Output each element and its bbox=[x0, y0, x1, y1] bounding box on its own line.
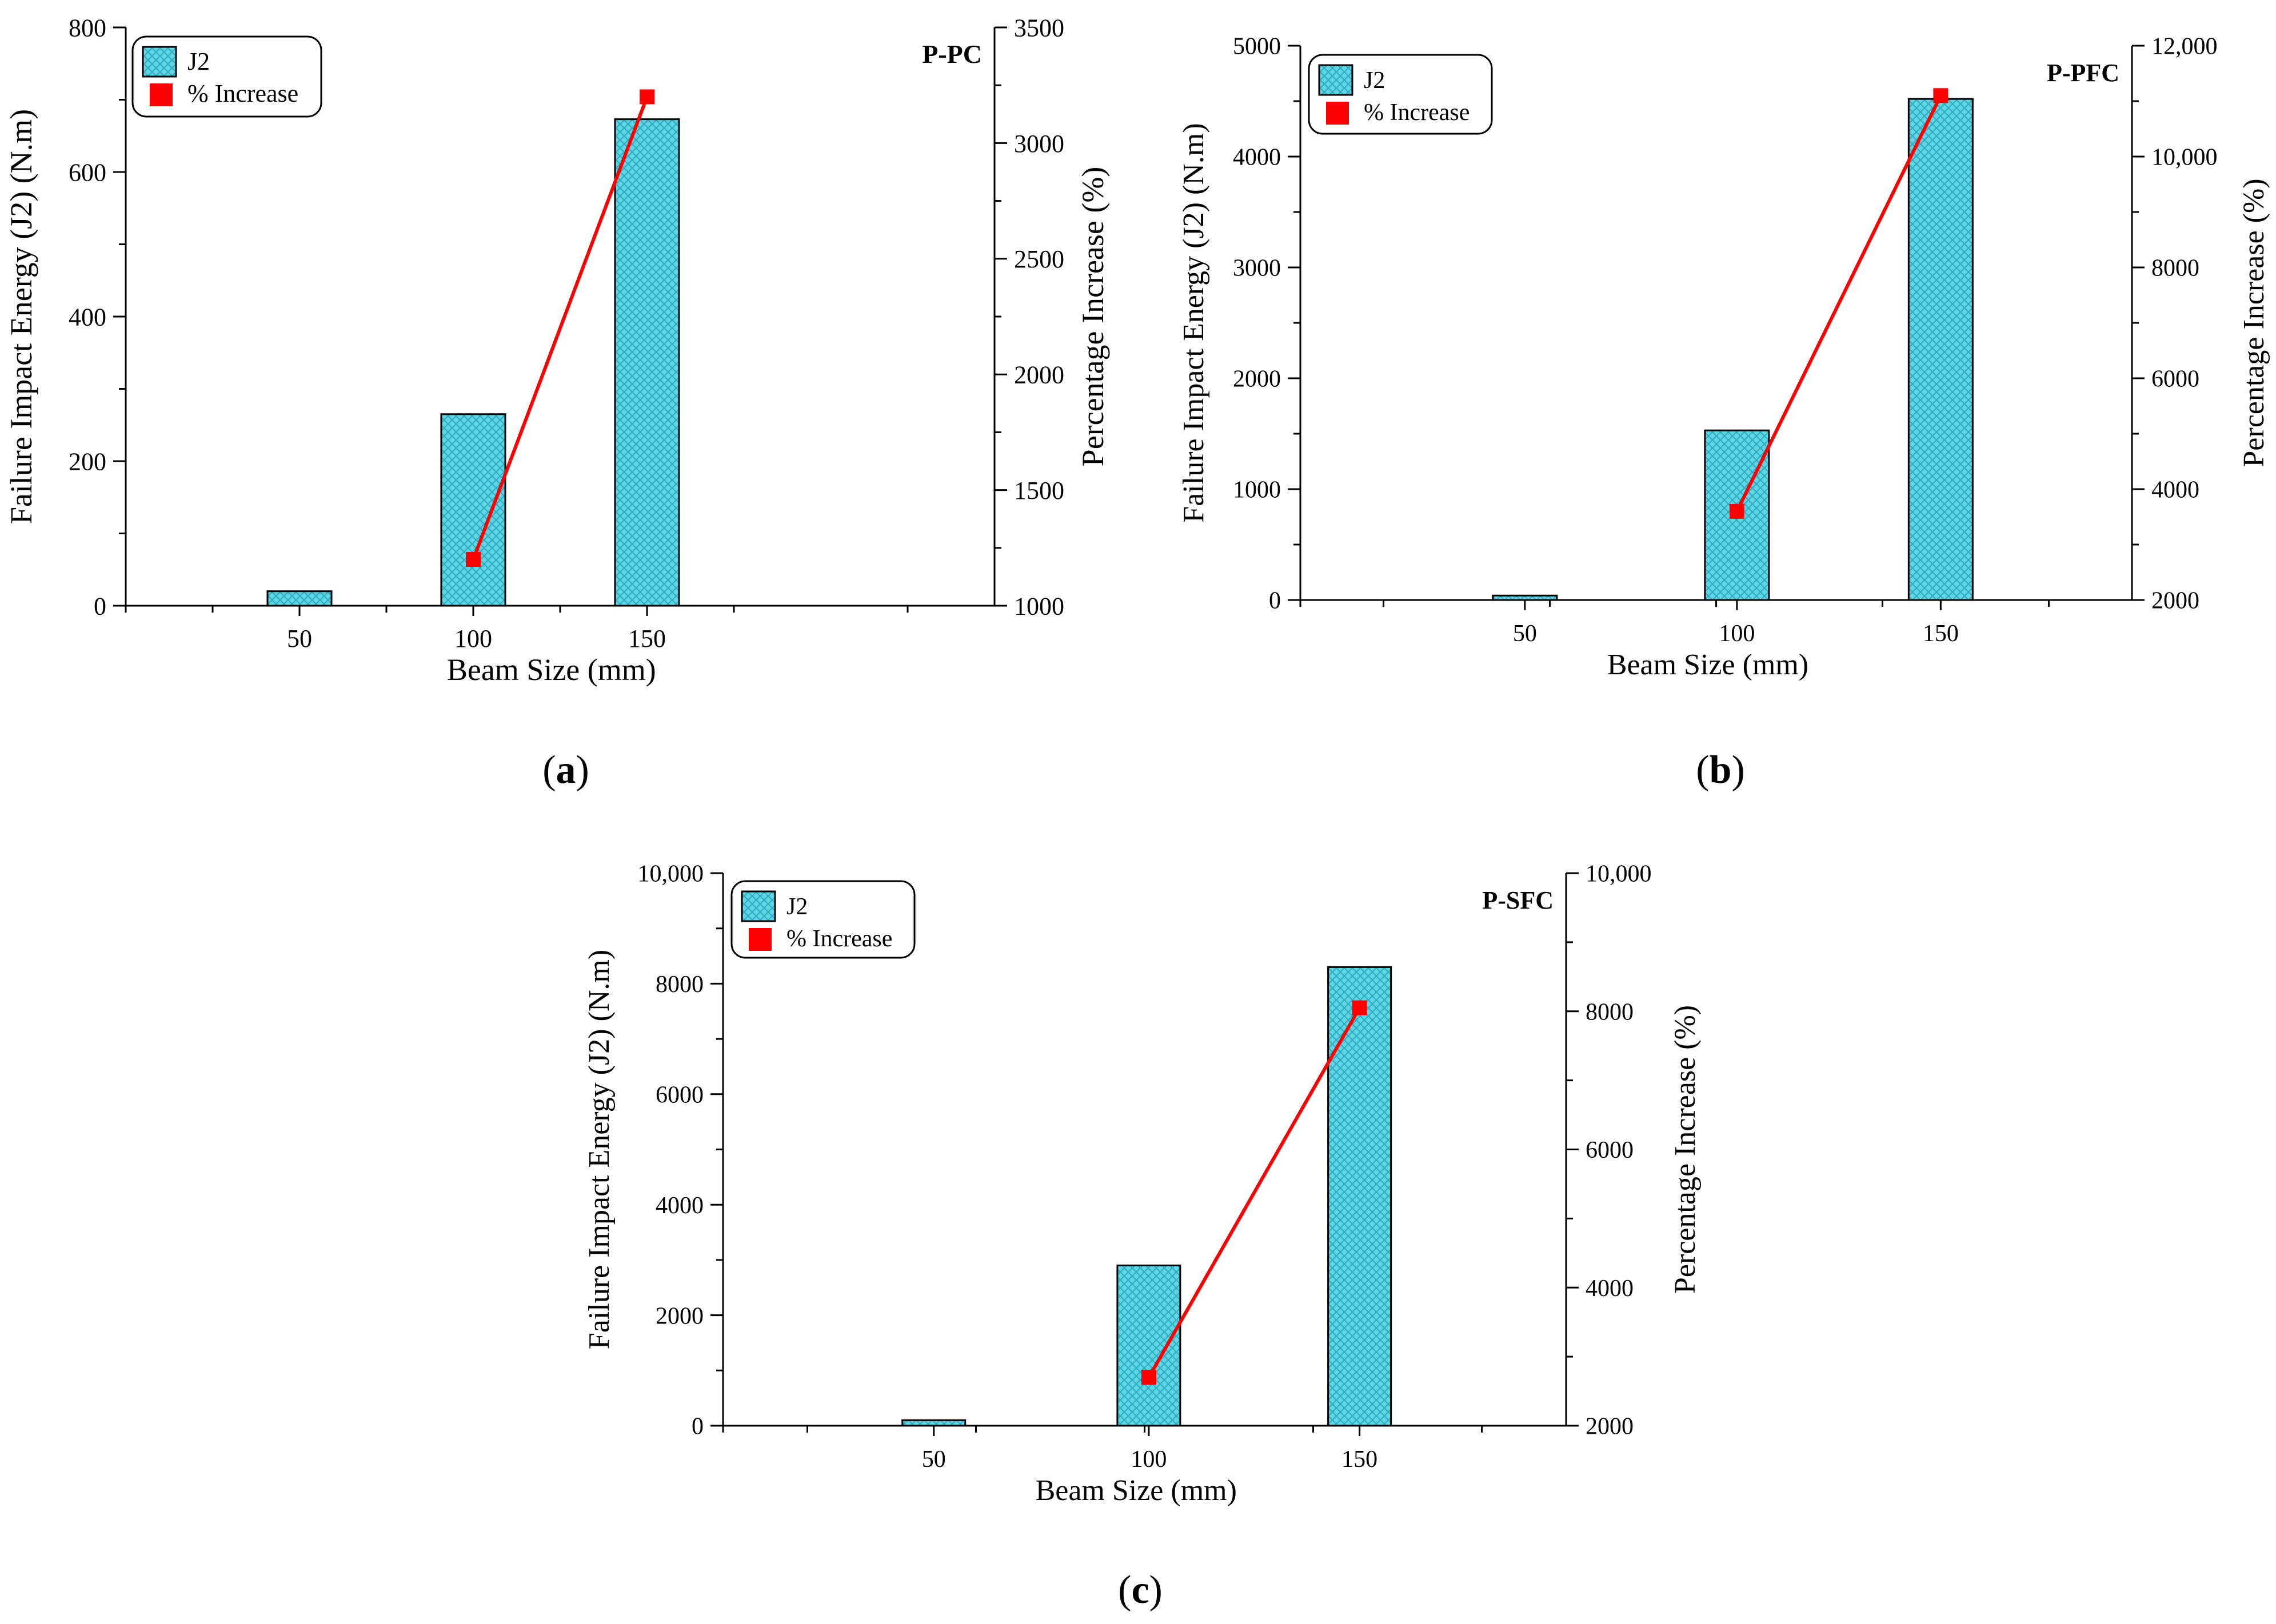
legend-box bbox=[1308, 54, 1493, 135]
legend: J2 % Increase bbox=[1308, 54, 1493, 135]
y2-tick-label: 1000 bbox=[1014, 592, 1064, 620]
legend-label-increase: % Increase bbox=[1364, 99, 1470, 126]
panel-series-title: P-PC bbox=[922, 39, 982, 69]
y2-axis-title: Percentage Increase (%) bbox=[1669, 1005, 1702, 1294]
y2-tick-label: 10,000 bbox=[2151, 145, 2218, 171]
y2-tick-label: 2000 bbox=[2151, 588, 2199, 614]
y2-tick-label: 8000 bbox=[1586, 999, 1634, 1025]
y2-tick-label: 4000 bbox=[2151, 477, 2199, 503]
y-tick-label: 6000 bbox=[656, 1082, 704, 1109]
y-tick-label: 4000 bbox=[1233, 145, 1281, 171]
y-tick-label: 0 bbox=[692, 1414, 704, 1440]
y2-tick-label: 10,000 bbox=[1586, 861, 1652, 887]
y2-tick-label: 6000 bbox=[2151, 366, 2199, 393]
panel-series-title: P-SFC bbox=[1482, 886, 1554, 914]
y2-tick-label: 8000 bbox=[2151, 255, 2199, 282]
line-percent-increase bbox=[472, 96, 649, 561]
x-tick-label: 100 bbox=[1131, 1446, 1167, 1473]
chart-panel-a: 50 100 15002004006008001000150020002500300… bbox=[4, 14, 1110, 792]
x-tick-label: 150 bbox=[1923, 621, 1959, 647]
y2-tick-label: 1500 bbox=[1014, 477, 1064, 505]
x-tick-label: 50 bbox=[1513, 621, 1537, 647]
x-tick-label: 100 bbox=[1719, 621, 1755, 647]
y2-tick-label: 4000 bbox=[1586, 1275, 1634, 1302]
legend-label-increase: % Increase bbox=[187, 79, 298, 107]
x-tick-label: 100 bbox=[454, 625, 492, 653]
y-tick-label: 2000 bbox=[656, 1303, 704, 1329]
y-tick-label: 400 bbox=[69, 303, 106, 331]
legend-label-j2: J2 bbox=[786, 894, 808, 920]
y-tick-label: 600 bbox=[69, 158, 106, 186]
panel-letter: (c) bbox=[1118, 1568, 1163, 1612]
line-percent-increase bbox=[1735, 94, 1943, 513]
line-percent-increase bbox=[1147, 1007, 1361, 1378]
x-tick-label: 150 bbox=[1341, 1446, 1377, 1473]
x-axis-title: Beam Size (mm) bbox=[1607, 649, 1808, 681]
y-axis-title: Failure Impact Energy (J2) (N.m) bbox=[1177, 123, 1210, 522]
y2-tick-label: 2500 bbox=[1014, 245, 1064, 273]
legend-box bbox=[131, 35, 322, 118]
bar-j2-100 bbox=[1116, 1265, 1181, 1427]
bar-j2-100 bbox=[440, 413, 506, 607]
marker-percent-increase bbox=[1933, 88, 1948, 103]
y-tick-label: 0 bbox=[1269, 588, 1281, 614]
legend-swatch-increase bbox=[1326, 102, 1349, 125]
legend-swatch-j2 bbox=[741, 890, 776, 922]
legend: J2 % Increase bbox=[131, 35, 322, 118]
y-tick-label: 8000 bbox=[656, 971, 704, 998]
legend-box bbox=[730, 880, 916, 959]
y-tick-label: 800 bbox=[69, 14, 106, 42]
y2-tick-label: 12,000 bbox=[2151, 34, 2218, 60]
y-tick-label: 0 bbox=[94, 592, 106, 620]
bar-j2-50 bbox=[266, 590, 333, 607]
x-tick-label: 150 bbox=[628, 625, 666, 653]
legend-swatch-increase bbox=[150, 83, 173, 106]
y2-axis-title: Percentage Increase (%) bbox=[1076, 167, 1110, 467]
marker-percent-increase bbox=[1141, 1370, 1156, 1385]
y-tick-label: 200 bbox=[69, 447, 106, 475]
panel-letter: (a) bbox=[542, 748, 589, 792]
y-tick-label: 3000 bbox=[1233, 255, 1281, 282]
legend: J2 % Increase bbox=[730, 880, 916, 959]
y-tick-label: 10,000 bbox=[638, 861, 704, 887]
y-tick-label: 4000 bbox=[656, 1193, 704, 1219]
y-tick-label: 2000 bbox=[1233, 366, 1281, 393]
bar-j2-150 bbox=[1327, 966, 1392, 1427]
legend-label-j2: J2 bbox=[1364, 67, 1385, 94]
legend-label-j2: J2 bbox=[187, 47, 210, 75]
y2-tick-label: 2000 bbox=[1586, 1414, 1634, 1440]
bar-j2-150 bbox=[614, 118, 680, 607]
y2-tick-label: 2000 bbox=[1014, 361, 1064, 389]
y2-tick-label: 3000 bbox=[1014, 130, 1064, 158]
bar-j2-150 bbox=[1907, 98, 1974, 601]
chart-panel-c: 50 100 150 0 2000 4000 6000 8000 10,000 2000 4000 6… bbox=[583, 861, 1702, 1612]
y-tick-label: 1000 bbox=[1233, 477, 1281, 503]
marker-percent-increase bbox=[466, 552, 481, 567]
y-axis-title: Failure Impact Energy (J2) (N.m) bbox=[583, 950, 616, 1349]
y-axis-title: Failure Impact Energy (J2) (N.m) bbox=[4, 109, 38, 524]
panel-series-title: P-PFC bbox=[2047, 59, 2119, 87]
legend-swatch-j2 bbox=[1318, 64, 1353, 96]
marker-percent-increase bbox=[1352, 1000, 1367, 1015]
y-tick-label: 5000 bbox=[1233, 34, 1281, 60]
y2-tick-label: 6000 bbox=[1586, 1137, 1634, 1163]
legend-swatch-j2 bbox=[142, 46, 177, 78]
marker-percent-increase bbox=[640, 89, 654, 105]
x-tick-label: 50 bbox=[922, 1446, 946, 1473]
panel-letter: (b) bbox=[1696, 748, 1745, 792]
chart-panel-b: 50 100 150 0 1000 2000 3000 4000 5000 2000 4000 600… bbox=[1177, 34, 2270, 792]
x-axis-title: Beam Size (mm) bbox=[1036, 1474, 1237, 1507]
x-axis-title: Beam Size (mm) bbox=[447, 653, 656, 687]
y2-axis-title: Percentage Increase (%) bbox=[2238, 178, 2270, 467]
y2-tick-label: 3500 bbox=[1014, 14, 1064, 42]
legend-label-increase: % Increase bbox=[786, 926, 892, 952]
marker-percent-increase bbox=[1729, 503, 1744, 519]
x-tick-label: 50 bbox=[287, 625, 312, 653]
legend-swatch-increase bbox=[749, 928, 772, 951]
